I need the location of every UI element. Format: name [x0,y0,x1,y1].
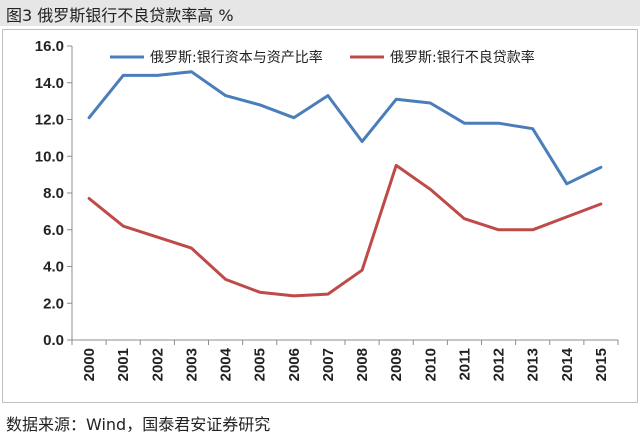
figure-title: 图3 俄罗斯银行不良贷款率高 % [6,6,234,25]
x-tick-label: 2005 [252,348,269,381]
x-tick-labels: 2000 2001 2002 2003 2004 2005 2006 2007 2008 2009… [71,340,619,381]
y-tick-label: 6.0 [43,222,64,239]
x-tick-label: 2008 [354,348,371,381]
chart-frame [2,29,638,403]
series-line-1 [87,70,603,186]
x-tick-label: 2013 [525,348,542,381]
title-bar: 图3 俄罗斯银行不良贷款率高 % [0,0,640,26]
y-tick-label: 4.0 [43,259,64,276]
y-tick-label: 14.0 [35,75,64,92]
legend: 俄罗斯:银行资本与资产比率 俄罗斯:银行不良贷款率 [110,49,535,66]
x-tick-label: 2003 [183,348,200,381]
legend-label-2: 俄罗斯:银行不良贷款率 [390,49,535,66]
x-tick-label: 2010 [422,348,439,381]
y-tick-labels: 0.0 2.0 4.0 6.0 8.0 10.0 12.0 14.0 16.0 [35,38,72,349]
y-tick-label: 0.0 [43,332,64,349]
line-chart: 0.0 2.0 4.0 6.0 8.0 10.0 12.0 14.0 16.0 2000 2001… [35,38,619,381]
axes [71,46,618,341]
x-tick-label: 2007 [320,348,337,381]
series-lines [87,70,603,298]
x-tick-label: 2014 [559,347,576,381]
y-tick-label: 16.0 [35,38,64,55]
legend-label-1: 俄罗斯:银行资本与资产比率 [150,49,323,66]
x-tick-label: 2012 [491,348,508,381]
y-tick-label: 2.0 [43,295,64,312]
y-tick-label: 12.0 [35,112,64,129]
x-tick-label: 2002 [149,348,166,381]
series-line-2 [87,163,603,298]
x-tick-label: 2009 [388,348,405,381]
x-tick-label: 2001 [115,348,132,381]
x-tick-label: 2006 [286,348,303,381]
x-tick-label: 2011 [456,348,473,381]
y-tick-label: 10.0 [35,148,64,165]
x-tick-label: 2004 [218,347,235,381]
x-tick-label: 2015 [593,348,610,381]
x-tick-label: 2000 [81,348,98,381]
source-note: 数据来源：Wind，国泰君安证券研究 [6,415,271,434]
y-tick-label: 8.0 [43,185,64,202]
